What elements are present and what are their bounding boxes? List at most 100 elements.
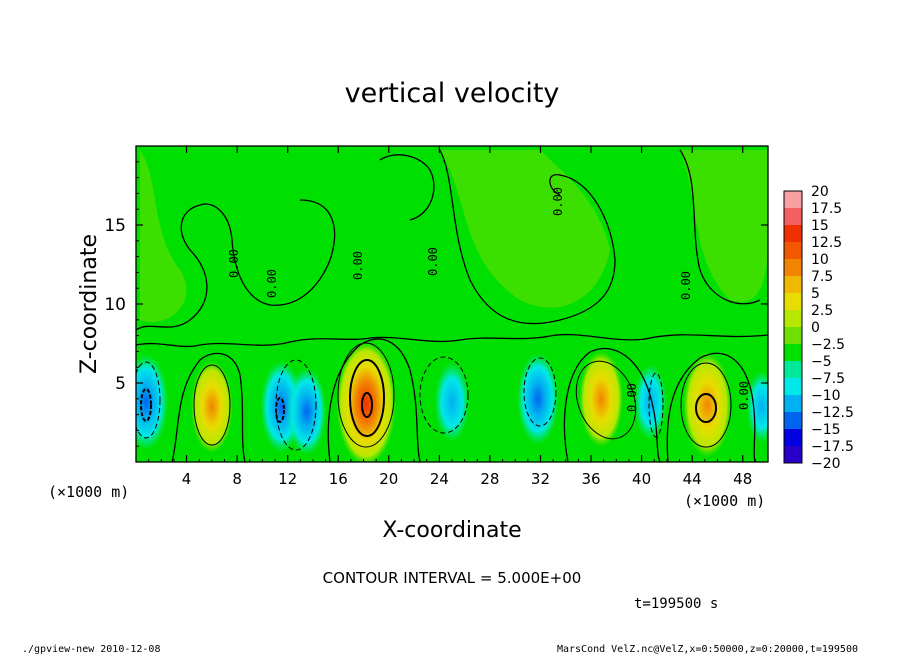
colorbar-label: 12.5 — [811, 235, 842, 251]
contour-label: 0.00 — [227, 249, 241, 278]
velocity-cell — [336, 341, 396, 462]
x-tick-label: 28 — [480, 470, 499, 488]
colorbar-swatch — [784, 429, 802, 446]
colorbar-label: −20 — [811, 456, 841, 472]
colorbar-swatch — [784, 344, 802, 361]
x-tick-label: 24 — [430, 470, 449, 488]
velocity-cell — [579, 350, 624, 447]
contour-5 — [193, 364, 231, 446]
colorbar-frame — [783, 190, 803, 464]
colorbar-label: 17.5 — [811, 201, 842, 217]
y-tick-label: 15 — [104, 216, 126, 236]
colorbar-swatch — [784, 259, 802, 276]
x-tick-label: 40 — [632, 470, 651, 488]
contour-5 — [680, 362, 732, 448]
contour-label: 0.00 — [737, 381, 751, 410]
colorbar-label: 10 — [811, 252, 829, 268]
y-axis: 5 10 15 — [104, 145, 768, 463]
contour-zero — [563, 347, 661, 462]
velocity-cell — [434, 361, 470, 442]
colorbar-label: −17.5 — [811, 439, 854, 455]
contour-zero — [136, 333, 768, 348]
colorbar-label: −2.5 — [811, 337, 845, 353]
colorbar-swatch — [784, 412, 802, 429]
colorbar-label: −7.5 — [811, 371, 845, 387]
contour-minus-5 — [136, 361, 161, 439]
contour-lines — [136, 149, 768, 462]
velocity-cell — [286, 367, 327, 456]
x-axis: 4 8 12 16 20 24 28 32 36 40 44 48 — [135, 146, 769, 488]
colorbar-swatch — [784, 395, 802, 412]
colorbar-label: −12.5 — [811, 405, 854, 421]
contour-zero — [439, 149, 616, 325]
colorbar-swatch — [784, 378, 802, 395]
contour-interval-text: CONTOUR INTERVAL = 5.000E+00 — [323, 569, 582, 587]
colorbar-label: 20 — [811, 184, 829, 200]
contour-label: 0.00 — [351, 251, 365, 280]
colorbar-label: −15 — [811, 422, 841, 438]
colorbar-swatch — [784, 276, 802, 293]
colorbar-label: 2.5 — [811, 303, 833, 319]
colorbar-swatch — [784, 327, 802, 344]
x-tick-label: 48 — [733, 470, 752, 488]
velocity-cell — [683, 353, 732, 458]
contour-zero — [679, 149, 761, 305]
colorbar-swatch — [784, 293, 802, 310]
contour-10 — [695, 393, 717, 423]
colorbar: 2017.51512.5107.552.50−2.5−5−7.5−10−12.5… — [783, 184, 854, 472]
contour-minus-5 — [419, 356, 469, 434]
colorbar-swatch — [784, 361, 802, 378]
contour-label: 0.00 — [551, 187, 565, 216]
x-tick-label: 4 — [182, 470, 192, 488]
colorbar-swatch — [784, 310, 802, 327]
y-axis-label: Z-coordinate — [77, 234, 102, 374]
x-tick-label: 12 — [278, 470, 297, 488]
plot-area: 0.00 0.00 0.00 0.00 0.00 0.00 0.00 0.00 — [136, 146, 768, 462]
x-tick-label: 16 — [329, 470, 348, 488]
contour-zero — [379, 154, 435, 221]
x-tick-label: 36 — [581, 470, 600, 488]
velocity-cell — [517, 352, 559, 445]
colorbar-label: −10 — [811, 388, 841, 404]
velocity-cells — [136, 341, 768, 462]
velocity-cell — [746, 370, 768, 443]
background-patches — [140, 150, 768, 322]
x-unit-left: (×1000 m) — [48, 483, 129, 501]
contour-label: 0.00 — [265, 269, 279, 298]
velocity-cell — [191, 360, 233, 453]
colorbar-swatch — [784, 225, 802, 242]
contour-10 — [349, 359, 385, 437]
contour-minus-5 — [648, 372, 664, 438]
y-tick-label: 5 — [115, 374, 126, 394]
contour-minus-10 — [140, 388, 152, 422]
colorbar-label: 5 — [811, 286, 820, 302]
y-tick-label: 10 — [104, 295, 126, 315]
contour-zero — [171, 352, 246, 462]
contour-label: 0.00 — [426, 247, 440, 276]
velocity-cell — [136, 353, 169, 450]
colorbar-label: 0 — [811, 320, 820, 336]
contour-minus-5 — [523, 357, 557, 427]
contour-label: 0.00 — [625, 383, 639, 412]
colorbar-label: −5 — [811, 354, 832, 370]
contour-minus-10 — [275, 397, 285, 423]
x-tick-label: 8 — [232, 470, 242, 488]
contour-label: 0.00 — [679, 271, 693, 300]
x-axis-label: X-coordinate — [382, 518, 521, 543]
contour-zero — [666, 352, 756, 462]
contour-5 — [575, 360, 637, 440]
x-tick-label: 32 — [531, 470, 550, 488]
contour-zero — [136, 199, 336, 331]
time-label: t=199500 s — [634, 596, 718, 612]
velocity-cell — [634, 363, 667, 440]
contour-5 — [337, 342, 395, 448]
contour-15 — [361, 392, 373, 418]
colorbar-swatch — [784, 242, 802, 259]
x-tick-label: 44 — [683, 470, 702, 488]
colorbar-label: 15 — [811, 218, 829, 234]
source-label: MarsCond_VelZ.nc@VelZ,x=0:50000,z=0:2000… — [557, 644, 858, 654]
contour-zero — [327, 338, 421, 462]
chart-title: vertical velocity — [345, 78, 560, 109]
program-label: ./gpview-new 2010-12-08 — [22, 644, 160, 654]
